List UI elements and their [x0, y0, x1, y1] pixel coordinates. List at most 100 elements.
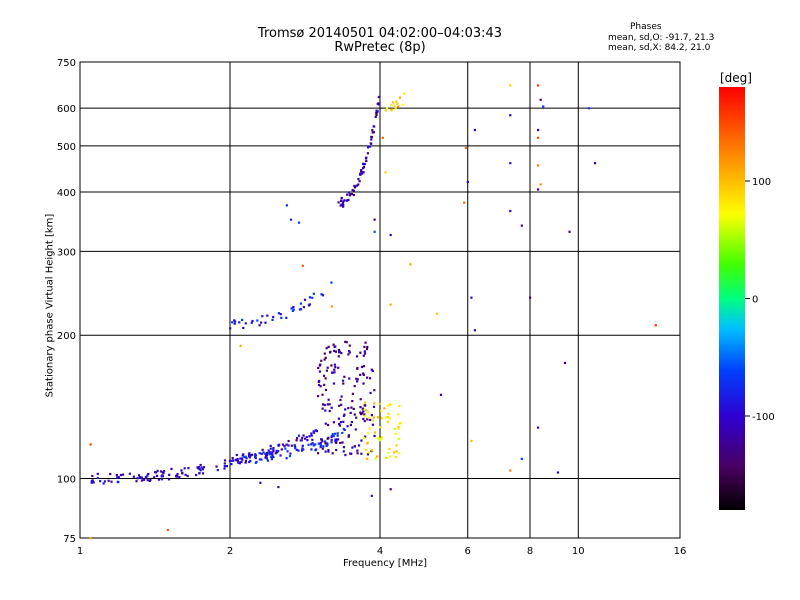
data-point [295, 437, 299, 440]
data-point [314, 429, 317, 432]
data-point [318, 370, 321, 373]
data-point [363, 419, 366, 423]
data-point [149, 478, 152, 481]
data-point [223, 459, 227, 462]
data-point [265, 457, 269, 460]
data-point [146, 474, 149, 477]
data-point [374, 115, 377, 118]
data-point [319, 441, 322, 444]
data-point [272, 448, 275, 451]
data-point [277, 485, 280, 489]
data-point [352, 189, 356, 192]
data-point [180, 469, 183, 472]
data-point [529, 296, 532, 299]
data-point [323, 403, 326, 407]
data-point [361, 372, 365, 375]
data-point [337, 366, 340, 369]
data-point [357, 183, 360, 186]
data-point [178, 475, 181, 479]
data-point [285, 443, 288, 446]
data-point [170, 467, 173, 471]
data-point [121, 473, 125, 476]
data-point [373, 125, 376, 128]
data-point [320, 293, 323, 296]
x-axis-label: Frequency [MHz] [342, 558, 428, 569]
data-point [394, 107, 397, 110]
data-point [277, 312, 281, 315]
data-point [242, 326, 245, 330]
data-point [339, 421, 342, 424]
data-point [339, 199, 343, 203]
data-point [376, 102, 379, 105]
x-tick-label: 16 [674, 546, 687, 557]
data-point [330, 364, 333, 367]
data-point [355, 184, 359, 187]
data-point [376, 416, 380, 419]
data-point [291, 309, 294, 313]
data-point [302, 434, 305, 437]
data-point [359, 373, 362, 376]
data-point [336, 434, 339, 437]
data-point [285, 316, 288, 319]
data-point [364, 414, 367, 418]
data-point [354, 428, 357, 431]
data-point [290, 307, 293, 310]
data-point [321, 403, 325, 406]
data-point [119, 473, 123, 477]
data-point [275, 451, 278, 454]
data-point [341, 202, 345, 205]
data-point [320, 438, 323, 441]
data-point [362, 382, 365, 385]
data-point [324, 377, 327, 380]
data-point [366, 442, 369, 445]
data-point [138, 476, 141, 479]
data-point [285, 204, 288, 207]
data-point [398, 452, 401, 455]
data-point [509, 209, 512, 213]
data-point [132, 475, 135, 478]
grid-lines [80, 62, 680, 538]
data-points [89, 84, 657, 540]
data-point [366, 146, 370, 149]
data-point [287, 439, 290, 443]
plot-frame [79, 61, 681, 539]
data-point [325, 444, 328, 448]
data-point [236, 457, 239, 461]
data-point [269, 447, 272, 450]
data-point [385, 107, 389, 110]
data-point [378, 437, 381, 440]
data-point [323, 358, 326, 361]
data-point [391, 101, 395, 104]
data-point [346, 199, 349, 202]
data-point [337, 201, 340, 204]
data-point [361, 412, 364, 415]
data-point [340, 352, 343, 355]
data-point [330, 439, 333, 442]
data-point [292, 305, 295, 309]
phases-stat-o: mean, sd,O: -91.7, 21.3 [608, 33, 715, 43]
data-point [160, 478, 163, 481]
data-point [345, 341, 348, 344]
data-point [373, 389, 376, 392]
data-point [347, 407, 350, 410]
data-point [327, 450, 330, 453]
data-point [347, 434, 350, 437]
data-point [280, 448, 283, 451]
data-point [356, 378, 359, 381]
data-point [397, 427, 400, 430]
data-point [340, 395, 343, 398]
data-point [389, 417, 392, 420]
data-point [342, 414, 345, 417]
data-point [334, 366, 337, 369]
data-point [348, 351, 351, 354]
data-point [371, 449, 374, 452]
y-tick-label: 500 [57, 142, 76, 153]
data-point [360, 365, 364, 369]
data-point [376, 455, 379, 458]
data-point [312, 444, 315, 447]
data-point [344, 340, 347, 343]
data-point [362, 165, 366, 169]
data-point [155, 474, 159, 477]
data-point [466, 180, 469, 184]
